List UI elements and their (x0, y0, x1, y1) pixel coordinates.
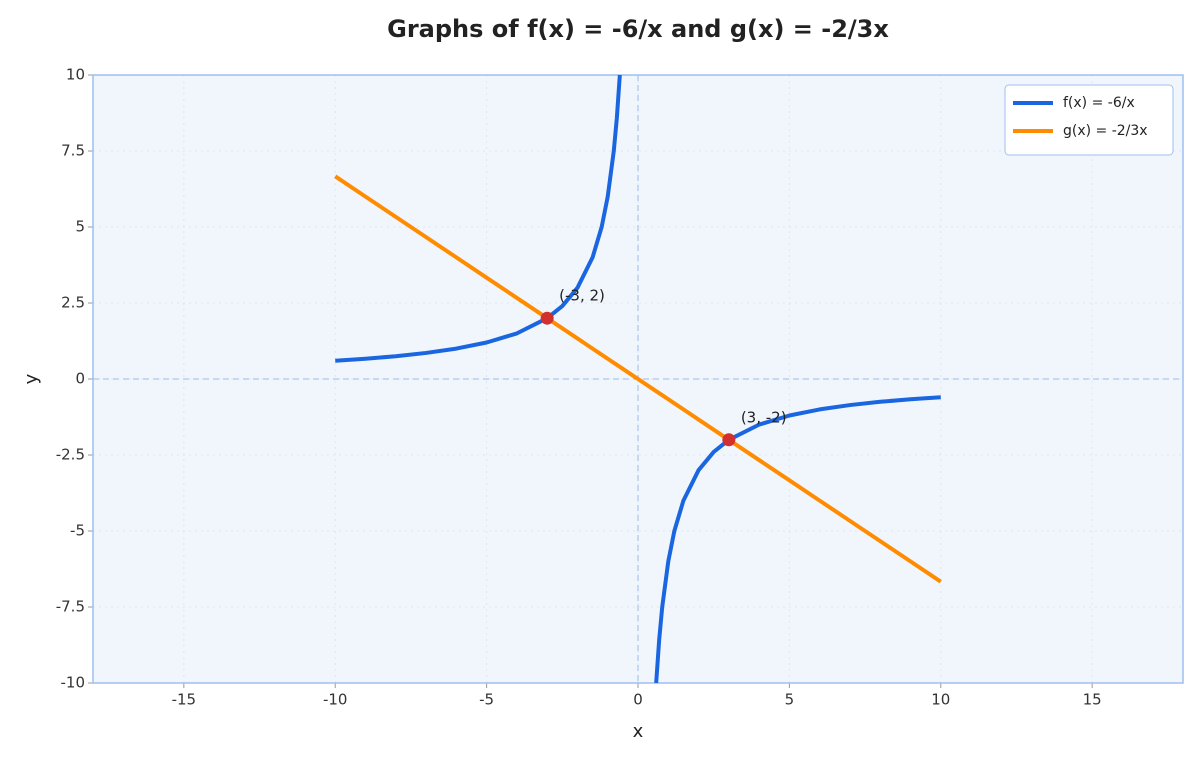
point-label: (-3, 2) (559, 287, 605, 305)
x-axis-label: x (633, 721, 644, 742)
legend-label: g(x) = -2/3x (1063, 123, 1148, 139)
x-tick-label: -5 (479, 691, 494, 709)
series-line (335, 74, 941, 684)
x-tick-label: 10 (931, 691, 950, 709)
x-tick-label: -10 (323, 691, 348, 709)
y-tick-label: -2.5 (56, 446, 85, 464)
y-axis-label: y (21, 373, 42, 384)
x-tick-label: 15 (1083, 691, 1102, 709)
x-tick-label: 5 (785, 691, 795, 709)
x-tick-label: -15 (172, 691, 197, 709)
y-tick-label: -10 (61, 674, 86, 692)
y-tick-label: 10 (66, 66, 85, 84)
intersection-point (722, 433, 736, 447)
intersection-point (540, 311, 554, 325)
plot-frame (92, 74, 1184, 684)
y-tick-label: 7.5 (61, 142, 85, 160)
x-tick-label: 0 (633, 691, 643, 709)
y-tick-label: -5 (70, 522, 85, 540)
legend: f(x) = -6/x g(x) = -2/3x (1004, 84, 1174, 156)
chart-title: Graphs of f(x) = -6/x and g(x) = -2/3x (387, 15, 889, 43)
y-tick-label: 2.5 (61, 294, 85, 312)
y-tick-label: -7.5 (56, 598, 85, 616)
legend-label: f(x) = -6/x (1063, 95, 1135, 111)
series-line (334, 174, 942, 584)
point-label: (3, -2) (741, 408, 787, 426)
y-tick-label: 0 (75, 370, 85, 388)
y-tick-label: 5 (75, 218, 85, 236)
